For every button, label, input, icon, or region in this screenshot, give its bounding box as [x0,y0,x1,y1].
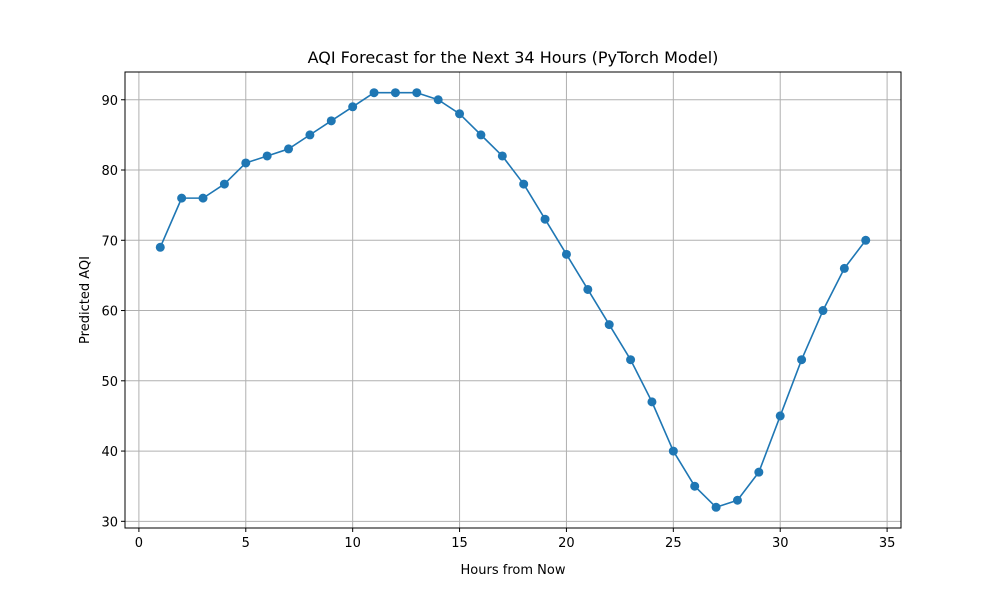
data-point [177,193,187,203]
data-point [305,130,315,140]
data-point [732,495,742,505]
data-point [604,320,614,330]
x-tick-label: 25 [665,536,682,551]
x-tick-label: 15 [451,536,468,551]
data-point [497,151,507,161]
y-tick-label: 50 [101,375,118,390]
data-point [861,235,871,245]
x-tick-label: 20 [558,536,575,551]
y-tick-label: 40 [101,445,118,460]
data-point [262,151,272,161]
y-tick-label: 60 [101,305,118,320]
y-tick-label: 90 [101,94,118,109]
y-tick-label: 30 [101,515,118,530]
data-point [519,179,529,189]
data-point [284,144,294,154]
data-point [668,446,678,456]
x-tick-label: 10 [344,536,361,551]
data-point [219,179,229,189]
data-point [369,88,379,98]
data-point [818,306,828,316]
x-tick-label: 35 [879,536,896,551]
data-point [711,502,721,512]
axis-ticks: 0 5 10 15 20 25 30 35 30 40 50 60 70 80 90 [101,94,895,551]
data-point [797,355,807,365]
data-point [241,158,251,168]
x-tick-label: 5 [242,536,250,551]
data-point [540,214,550,224]
data-point [626,355,636,365]
data-point [348,102,358,112]
x-axis-label: Hours from Now [461,563,566,578]
data-point [326,116,336,126]
data-point [433,95,443,105]
data-point [839,263,849,273]
data-point [155,242,165,252]
data-point [647,397,657,407]
y-axis-label: Predicted AQI [78,256,93,344]
y-tick-label: 80 [101,164,118,179]
data-point [412,88,422,98]
data-point [561,249,571,259]
plot-area-frame [124,71,902,529]
data-point [583,284,593,294]
chart-title: AQI Forecast for the Next 34 Hours (PyTo… [308,48,719,67]
data-point [390,88,400,98]
series-aqi [155,88,871,512]
y-tick-label: 70 [101,234,118,249]
data-point [690,481,700,491]
data-point [476,130,486,140]
x-tick-label: 0 [135,536,143,551]
data-point [455,109,465,119]
data-point [198,193,208,203]
series-line [159,91,867,509]
data-point [775,411,785,421]
x-tick-label: 30 [772,536,789,551]
data-point [754,467,764,477]
